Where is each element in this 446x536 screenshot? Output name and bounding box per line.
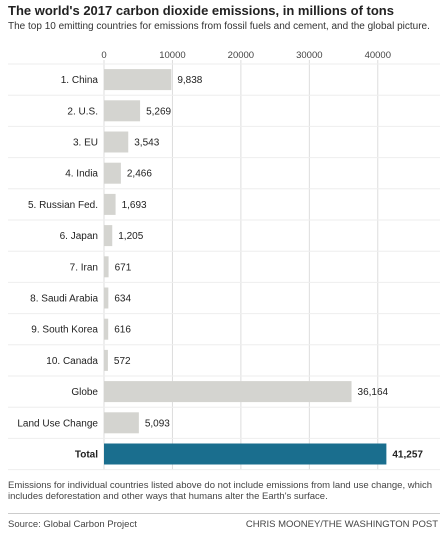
chart-title: The world's 2017 carbon dioxide emission… [8,3,394,18]
bar [104,318,109,340]
value-label: 2,466 [127,169,152,180]
bar [104,287,109,309]
bar [104,412,139,434]
value-label: 1,693 [122,200,147,211]
source-credit: Source: Global Carbon Project [8,519,137,530]
category-label: 10. Canada [46,356,98,367]
value-label: 616 [114,325,131,336]
bar [104,69,172,91]
bar [104,162,121,184]
value-label: 634 [114,294,131,305]
category-label: 9. South Korea [31,325,98,336]
footer-divider [8,513,440,514]
bar [104,225,113,247]
value-label: 572 [114,356,131,367]
category-label: 7. Iran [70,262,98,273]
category-label: 6. Japan [60,231,98,242]
x-tick-label: 40000 [365,50,391,61]
value-label: 41,257 [392,450,423,461]
category-label: 8. Saudi Arabia [30,294,98,305]
x-tick-label: 10000 [159,50,185,61]
bar [104,100,141,122]
category-label: 5. Russian Fed. [28,200,98,211]
category-label: 3. EU [73,138,98,149]
value-label: 5,269 [146,106,171,117]
category-label: Land Use Change [17,418,98,429]
category-label: 4. India [65,169,98,180]
bar [104,349,108,371]
bar [104,131,129,153]
category-label: Globe [71,387,98,398]
bar [104,381,352,403]
value-label: 3,543 [134,138,159,149]
category-label: 1. China [61,75,99,86]
author-credit: CHRIS MOONEY/THE WASHINGTON POST [245,519,438,530]
value-label: 9,838 [177,75,202,86]
value-label: 5,093 [145,418,170,429]
category-label: Total [75,450,98,461]
x-tick-label: 30000 [296,50,322,61]
x-tick-label: 0 [101,50,106,61]
value-label: 1,205 [118,231,143,242]
bar [104,256,109,278]
value-label: 671 [115,262,132,273]
bar-highlighted [104,443,387,465]
bar [104,193,116,215]
chart-subtitle: The top 10 emitting countries for emissi… [8,21,430,32]
value-label: 36,164 [358,387,389,398]
bar-chart: 0 10000 20000 30000 40000 1. China 9,838 2. U.S… [8,50,440,471]
x-tick-label: 20000 [228,50,254,61]
category-label: 2. U.S. [67,106,98,117]
footnote: Emissions for individual countries liste… [8,480,433,502]
